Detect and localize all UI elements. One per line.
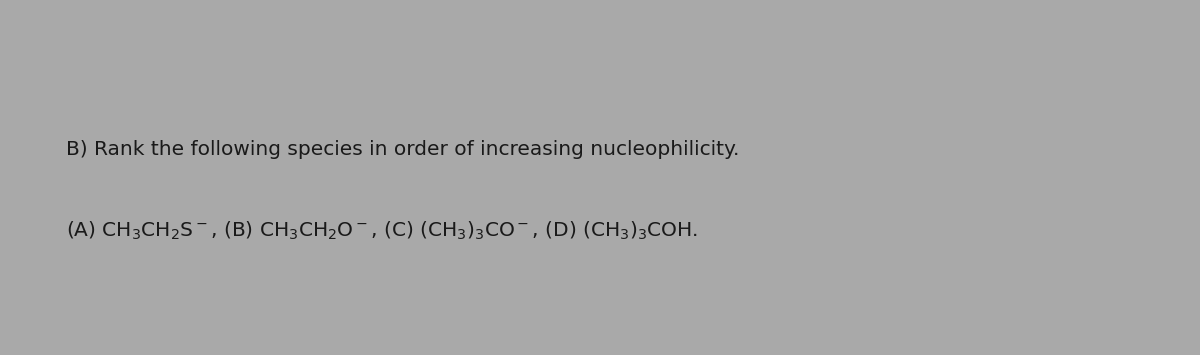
Text: B) Rank the following species in order of increasing nucleophilicity.: B) Rank the following species in order o… [66,140,739,159]
Text: (A) CH$_3$CH$_2$S$^-$, (B) CH$_3$CH$_2$O$^-$, (C) (CH$_3$)$_3$CO$^-$, (D) (CH$_3: (A) CH$_3$CH$_2$S$^-$, (B) CH$_3$CH$_2$O… [66,220,698,242]
